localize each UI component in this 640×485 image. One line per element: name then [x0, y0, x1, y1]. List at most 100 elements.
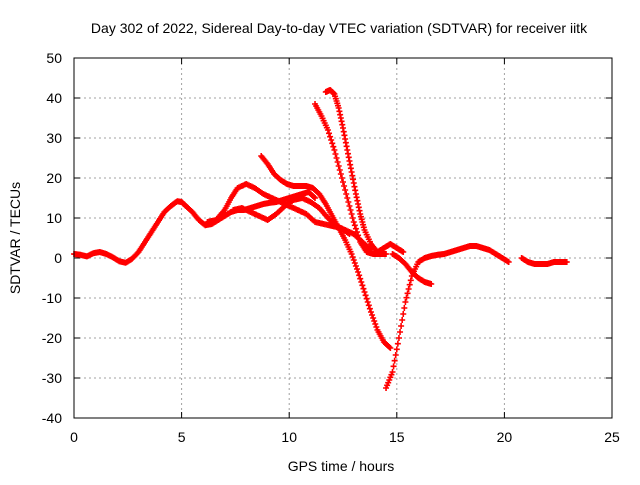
data-point [349, 254, 356, 260]
x-tick-label: 15 [389, 429, 405, 445]
chart-title: Day 302 of 2022, Sidereal Day-to-day VTE… [91, 20, 588, 36]
data-point [342, 187, 349, 193]
data-point [328, 137, 335, 143]
data-point [335, 163, 342, 169]
x-tick-label: 25 [604, 429, 620, 445]
data-point [505, 259, 512, 265]
data-point [361, 289, 368, 295]
data-point [367, 309, 374, 315]
data-point [359, 282, 366, 289]
y-tick-label: 30 [46, 130, 62, 146]
data-point [332, 151, 339, 157]
data-point [352, 263, 359, 269]
data-point [428, 281, 435, 287]
data-point [349, 215, 356, 221]
y-tick-label: 40 [46, 90, 62, 106]
data-point [383, 251, 390, 257]
data-point [345, 199, 352, 205]
data-point [337, 171, 344, 177]
data-point [340, 179, 346, 185]
data-point [400, 249, 407, 255]
plot-frame [73, 57, 613, 419]
data-point [350, 219, 357, 225]
series-track-late [518, 255, 570, 267]
data-point [392, 352, 399, 358]
y-tick-label: -30 [42, 370, 62, 386]
data-point [366, 305, 373, 312]
x-tick-label: 5 [178, 429, 186, 445]
data-point [387, 345, 394, 351]
data-point [346, 203, 353, 209]
data-point [563, 259, 570, 265]
x-tick-label: 20 [497, 429, 513, 445]
y-tick-label: 10 [46, 210, 62, 226]
data-point [330, 143, 337, 150]
series-track-drop [258, 153, 394, 351]
data-point [369, 312, 376, 318]
y-tick-label: 50 [46, 50, 62, 66]
y-tick-label: -40 [42, 410, 62, 426]
x-tick-label: 0 [70, 429, 78, 445]
series-track-spike-b [322, 87, 407, 255]
y-tick-label: -20 [42, 330, 62, 346]
data-point [362, 292, 369, 299]
data-point [393, 346, 400, 353]
data-point [326, 130, 333, 137]
data-point [324, 127, 331, 133]
data-point [390, 363, 397, 370]
data-point [334, 159, 341, 165]
y-tick-label: -10 [42, 290, 62, 306]
x-axis-label: GPS time / hours [288, 458, 395, 474]
data-point [399, 317, 406, 323]
data-point [389, 369, 396, 375]
data-point [310, 194, 317, 200]
data-point [357, 275, 364, 282]
series-track-mid-b [230, 195, 374, 253]
data-point [351, 260, 358, 266]
data-point [394, 340, 401, 347]
x-tick-label: 10 [281, 429, 297, 445]
data-point [360, 285, 367, 292]
y-tick-label: 0 [54, 250, 62, 266]
series-track-dip [383, 243, 512, 391]
tick-labels: 0 5 10 15 20 25 -40 -30 -20 -10 0 10 20 30 40 50 [42, 50, 620, 445]
data-point [353, 266, 360, 272]
data-point [391, 357, 398, 364]
data-point [365, 302, 372, 309]
data-point [371, 318, 378, 324]
data-point [312, 195, 319, 201]
data-point [370, 315, 377, 321]
data-point [402, 299, 409, 305]
data-point [356, 235, 363, 242]
data-point [405, 286, 412, 292]
data-point [401, 305, 408, 311]
data-point [373, 324, 380, 330]
data-point [400, 311, 407, 317]
data-point [407, 277, 414, 284]
data-point [372, 321, 379, 327]
data-point [343, 191, 350, 197]
data-point [331, 147, 338, 153]
data-point [336, 167, 343, 173]
y-axis-label: SDTVAR / TECUs [7, 182, 23, 294]
data-point [347, 207, 354, 213]
data-point [341, 183, 348, 189]
data-point [386, 344, 393, 350]
data-point [397, 329, 404, 335]
data-point [404, 290, 411, 297]
data-point [406, 281, 413, 288]
series-track-low [389, 251, 435, 287]
data-point [398, 323, 405, 329]
data-point [355, 232, 362, 239]
data-point [344, 195, 351, 201]
data-point [358, 279, 365, 285]
data-points [71, 87, 570, 391]
data-point [403, 294, 410, 301]
y-tick-label: 20 [46, 170, 62, 186]
data-point [348, 251, 355, 257]
data-point [356, 272, 363, 279]
data-point [348, 211, 355, 217]
data-point [329, 140, 336, 147]
